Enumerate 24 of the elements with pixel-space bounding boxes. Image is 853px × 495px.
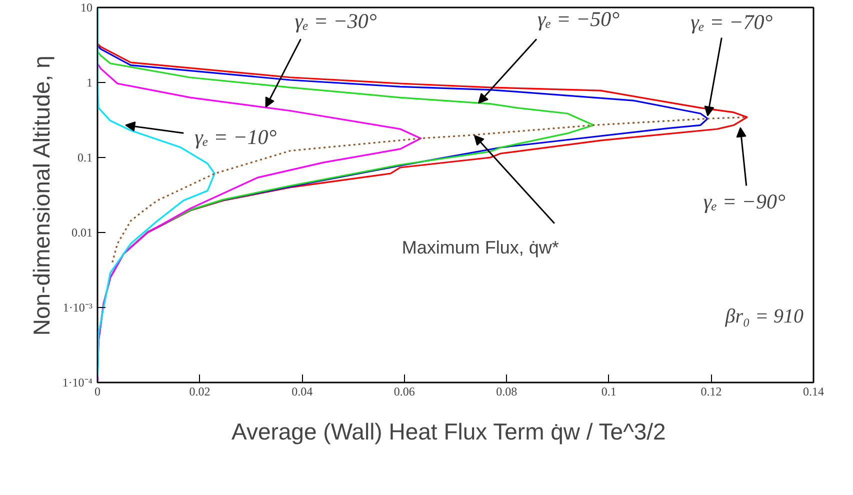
x-tick-label: 0.1 <box>601 384 616 398</box>
y-tick-label: 1·10⁻⁴ <box>62 376 93 390</box>
x-tick-label: 0.14 <box>803 384 824 398</box>
y-axis-title: Non-dimensional Altitude, η <box>28 56 54 336</box>
x-tick-label: 0.08 <box>496 384 518 398</box>
annotation: γₑ = −10° <box>194 125 278 150</box>
x-tick-label: 0.02 <box>189 384 210 398</box>
annotation: Maximum Flux, q̇w* <box>402 237 559 258</box>
y-tick-label: 1 <box>86 76 92 90</box>
annotation: γₑ = −50° <box>538 7 620 32</box>
annotation: βr₀ = 910 <box>724 306 804 328</box>
y-tick-label: 0.01 <box>72 226 92 240</box>
x-tick-label: 0.12 <box>700 384 722 398</box>
x-tick-label: 0.06 <box>394 384 415 398</box>
x-tick-label: 0 <box>94 384 100 398</box>
x-tick-label: 0.04 <box>292 384 313 398</box>
annotation: γₑ = −30° <box>294 9 378 34</box>
line-series <box>98 8 216 378</box>
annotation: γₑ = −90° <box>703 190 786 214</box>
y-tick-label: 1·10⁻³ <box>62 300 93 314</box>
x-axis-title: Average (Wall) Heat Flux Term q̇w / Te^3/2 <box>232 418 666 444</box>
annotation: γₑ = −70° <box>690 10 774 34</box>
y-tick-label: 0.1 <box>78 150 92 164</box>
y-tick-label: 10 <box>80 0 92 14</box>
